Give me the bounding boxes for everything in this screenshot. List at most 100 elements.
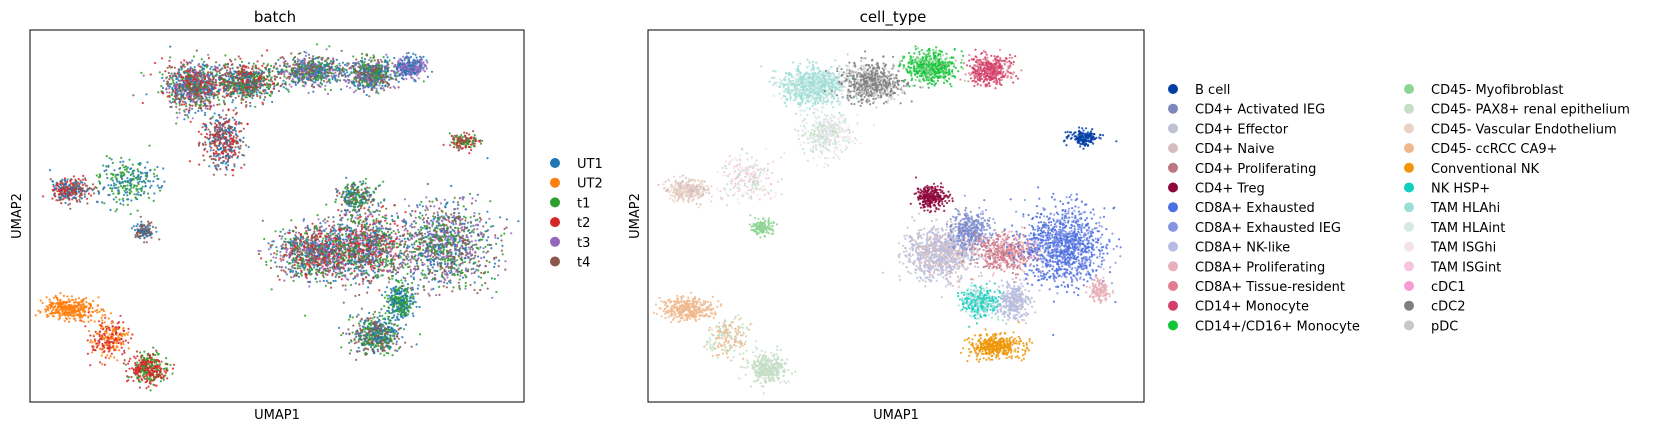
scatter-point xyxy=(105,165,108,168)
scatter-point xyxy=(425,59,428,62)
scatter-point xyxy=(391,70,395,73)
scatter-point xyxy=(161,73,164,76)
scatter-point xyxy=(249,71,252,75)
scatter-point xyxy=(267,84,270,87)
scatter-point xyxy=(280,259,283,262)
scatter-point xyxy=(194,82,197,85)
scatter-point xyxy=(305,77,308,80)
scatter-point xyxy=(312,71,315,74)
scatter-point xyxy=(458,148,461,151)
scatter-point xyxy=(176,97,179,100)
scatter-point xyxy=(200,133,203,136)
scatter-point xyxy=(200,58,203,61)
scatter-point xyxy=(318,56,321,59)
scatter-point xyxy=(330,74,333,77)
scatter-point xyxy=(294,83,297,86)
scatter-point xyxy=(183,109,186,112)
scatter-point xyxy=(210,123,213,126)
scatter-point xyxy=(200,95,204,98)
scatter-point xyxy=(321,274,325,277)
scatter-point xyxy=(214,140,217,144)
scatter-point xyxy=(96,200,99,203)
scatter-point xyxy=(468,152,471,155)
scatter-point xyxy=(308,68,312,71)
scatter-point xyxy=(69,186,73,189)
scatter-point xyxy=(171,97,175,101)
scatter-point xyxy=(238,63,242,67)
scatter-point xyxy=(135,231,138,235)
scatter-point xyxy=(124,165,127,168)
scatter-point xyxy=(136,168,139,171)
scatter-point xyxy=(107,164,110,167)
scatter-point xyxy=(459,146,462,149)
scatter-point xyxy=(247,66,250,69)
scatter-point xyxy=(152,172,155,175)
scatter-point xyxy=(408,67,411,70)
scatter-point xyxy=(286,88,289,91)
scatter-point xyxy=(225,94,228,97)
scatter-point xyxy=(162,167,165,170)
scatter-point xyxy=(280,70,283,73)
scatter-point xyxy=(192,55,195,58)
scatter-point xyxy=(222,99,225,102)
scatter-point xyxy=(250,90,253,93)
point-cluster xyxy=(130,215,161,244)
scatter-point xyxy=(213,92,216,95)
scatter-point xyxy=(372,56,375,60)
scatter-point xyxy=(280,84,283,87)
scatter-point xyxy=(202,97,205,100)
scatter-point xyxy=(78,187,81,190)
scatter-point xyxy=(170,82,173,85)
scatter-point xyxy=(270,78,273,81)
scatter-point xyxy=(95,186,98,190)
scatter-point xyxy=(186,114,189,117)
scatter-point xyxy=(319,65,322,69)
scatter-point xyxy=(226,141,229,144)
scatter-point xyxy=(144,166,147,169)
scatter-point xyxy=(295,270,298,273)
scatter-point xyxy=(277,89,281,93)
scatter-point xyxy=(188,109,191,112)
scatter-point xyxy=(227,109,230,112)
scatter-point xyxy=(177,86,180,89)
scatter-point xyxy=(126,177,129,180)
scatter-point xyxy=(364,67,368,70)
scatter-point xyxy=(228,78,231,81)
scatter-point xyxy=(180,65,183,68)
scatter-point xyxy=(148,144,151,147)
scatter-point xyxy=(189,77,193,80)
scatter-point xyxy=(224,157,227,160)
scatter-point xyxy=(295,71,298,74)
scatter-point xyxy=(177,90,181,93)
scatter-point xyxy=(242,136,245,139)
scatter-point xyxy=(417,68,420,71)
scatter-point xyxy=(373,59,376,62)
scatter-point xyxy=(426,75,429,78)
scatter-point xyxy=(292,57,295,60)
scatter-point xyxy=(330,62,333,66)
scatter-point xyxy=(361,81,364,84)
scatter-point xyxy=(224,136,227,139)
scatter-point xyxy=(249,104,252,108)
scatter-point xyxy=(135,187,138,190)
scatter-point xyxy=(278,64,282,67)
scatter-point xyxy=(135,176,138,179)
scatter-point xyxy=(72,196,75,199)
scatter-point xyxy=(225,166,228,169)
scatter-point xyxy=(182,93,185,96)
scatter-point xyxy=(189,100,192,103)
scatter-point xyxy=(188,103,191,106)
scatter-point xyxy=(63,190,66,193)
scatter-point xyxy=(319,82,322,85)
scatter-point xyxy=(69,180,72,183)
scatter-point xyxy=(154,226,157,229)
scatter-point xyxy=(170,101,173,104)
scatter-point xyxy=(230,91,233,94)
scatter-point xyxy=(170,66,174,69)
scatter-point xyxy=(260,82,263,85)
scatter-point xyxy=(203,148,206,151)
scatter-point xyxy=(242,140,245,143)
scatter-point xyxy=(255,81,258,84)
scatter-point xyxy=(187,61,190,64)
scatter-point xyxy=(338,62,341,65)
